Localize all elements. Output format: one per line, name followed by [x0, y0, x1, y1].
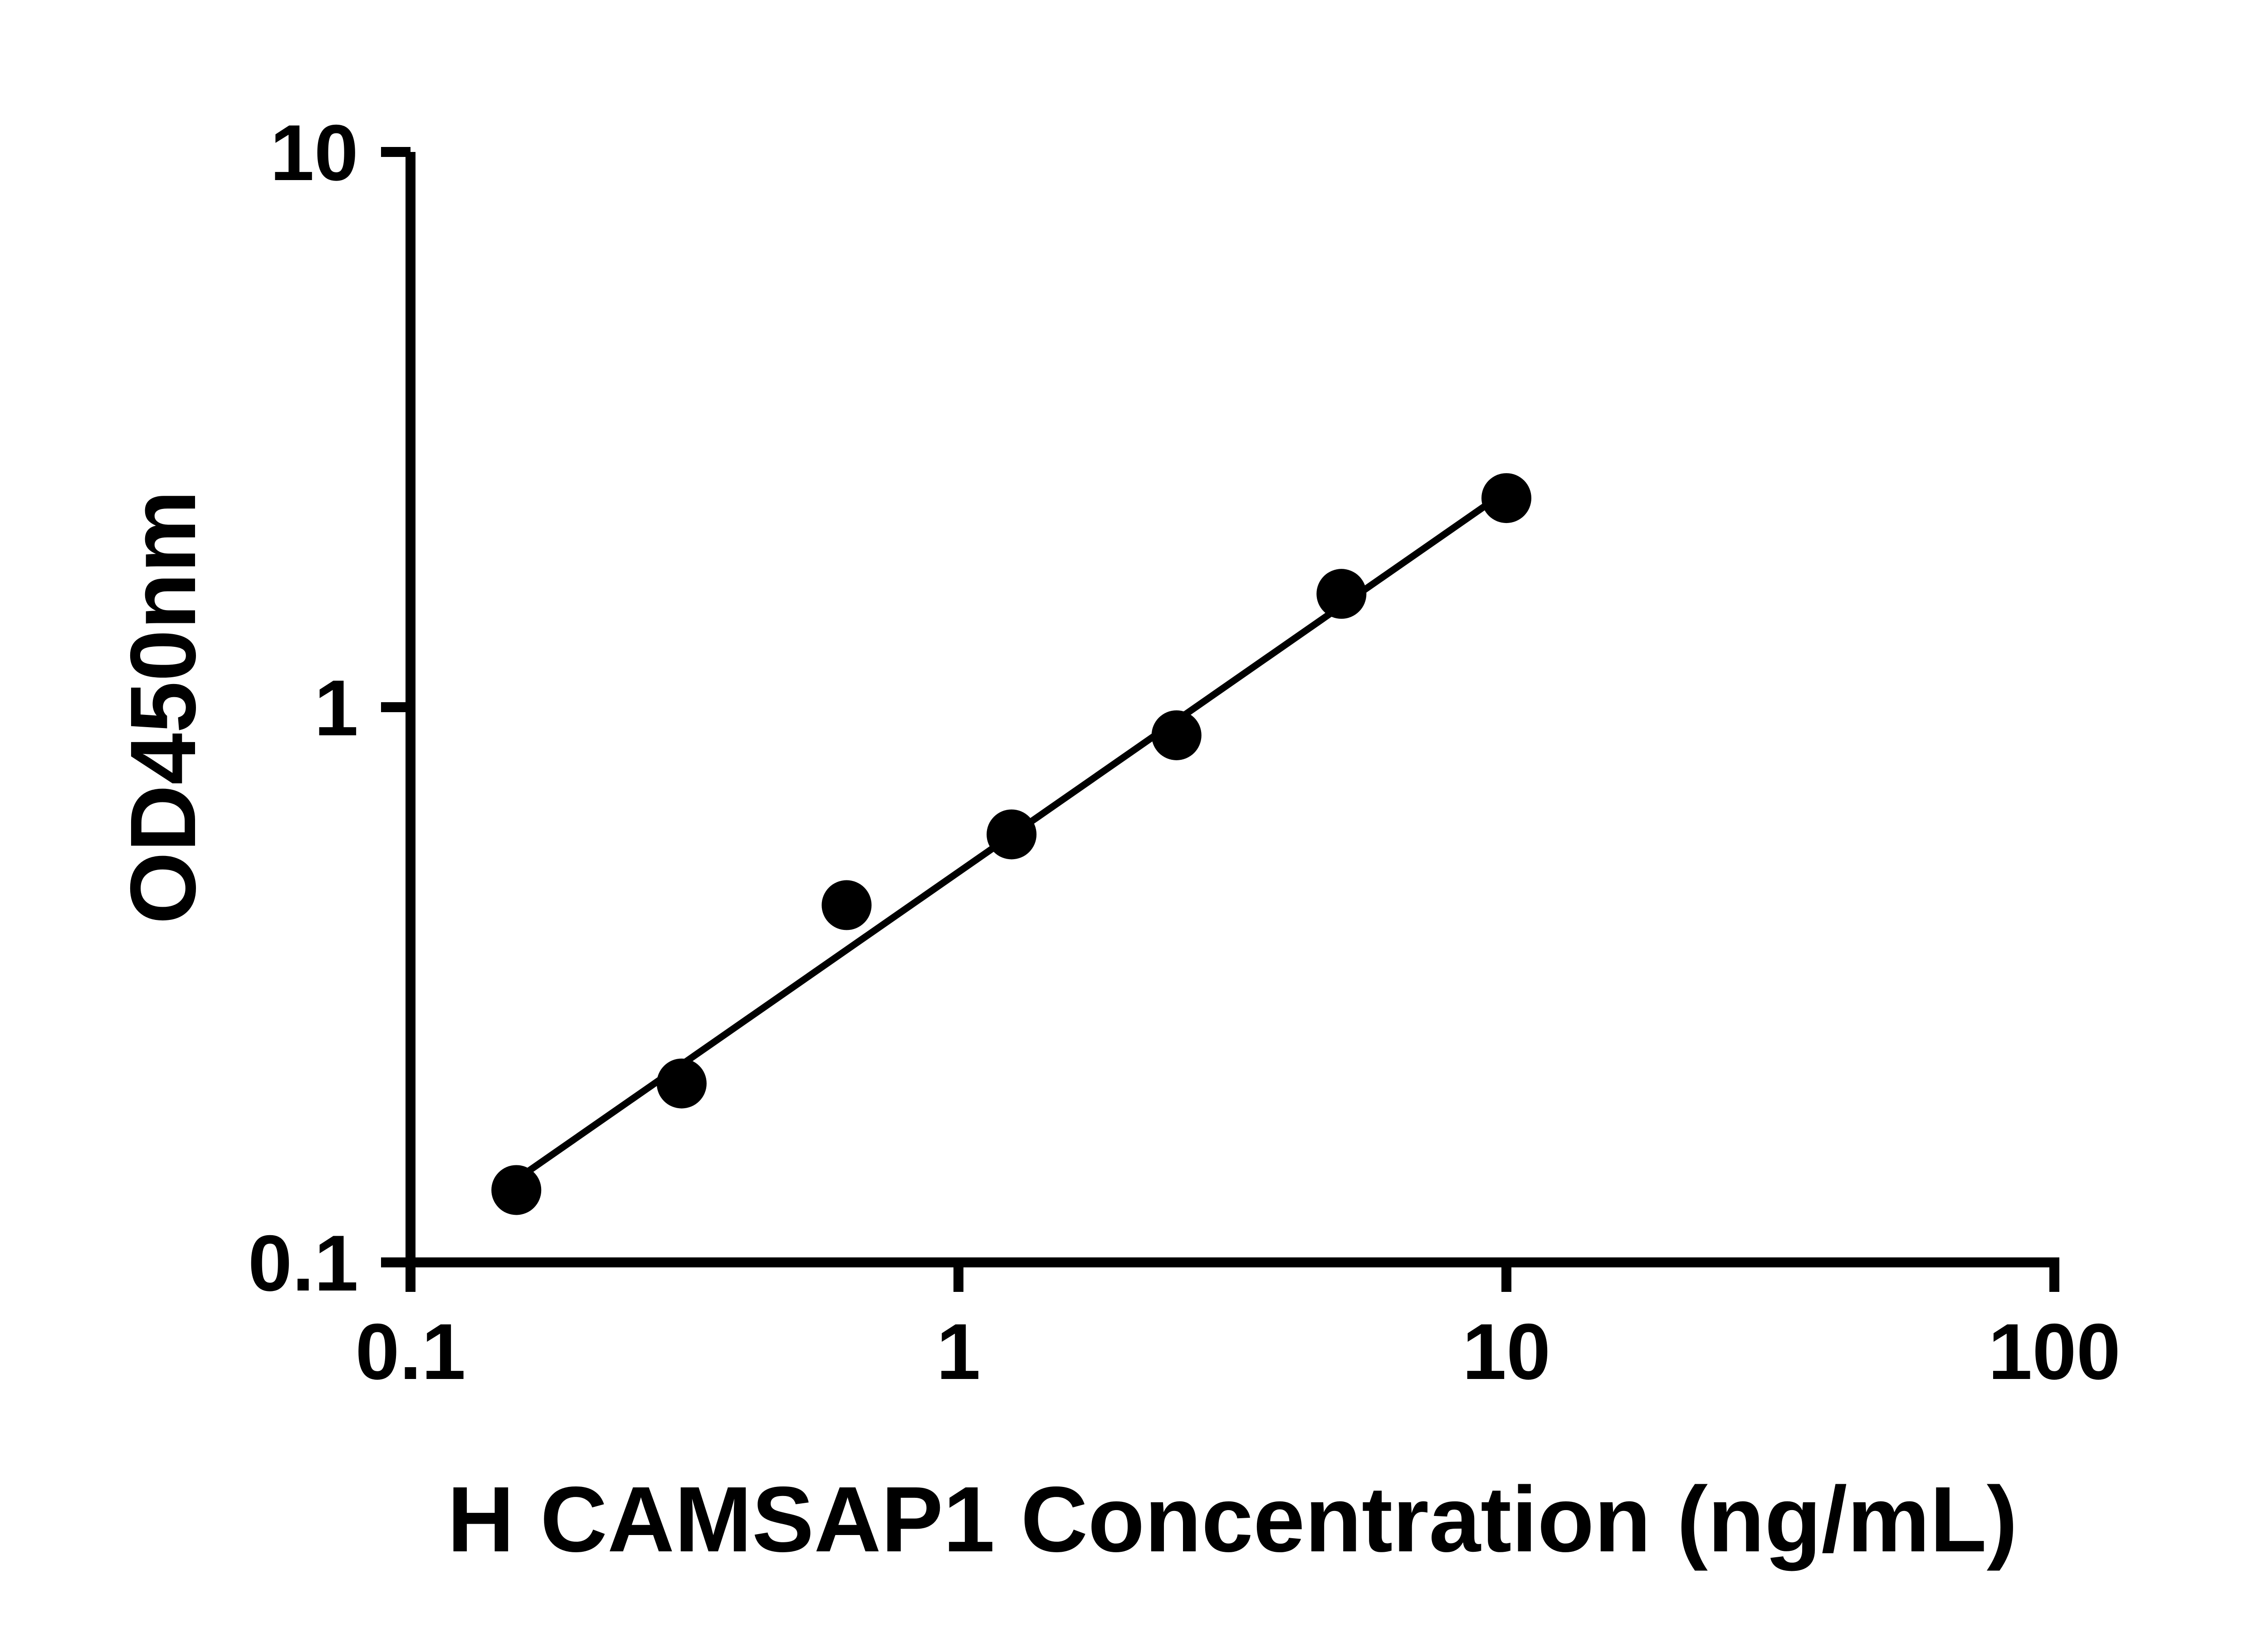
x-tick-label: 100	[1988, 1308, 2121, 1396]
y-tick-label: 0.1	[248, 1219, 358, 1308]
data-point	[491, 1165, 542, 1215]
data-point	[821, 880, 872, 930]
data-point	[987, 809, 1037, 860]
y-axis-title: OD450nm	[111, 490, 215, 924]
data-point	[656, 1058, 707, 1109]
data-point	[1481, 473, 1531, 523]
x-tick-label: 10	[1462, 1308, 1551, 1396]
x-tick-label: 1	[936, 1308, 980, 1396]
x-tick-label: 0.1	[355, 1308, 465, 1396]
y-tick-labels: 10 1 0.1	[248, 109, 358, 1308]
plot-layer	[491, 473, 1531, 1215]
x-tick-labels: 0.1 1 10 100	[355, 1308, 2121, 1396]
data-point	[1316, 569, 1367, 619]
y-tick-label: 1	[314, 664, 358, 753]
data-point	[1151, 710, 1202, 760]
y-tick-label: 10	[270, 109, 358, 197]
axes	[381, 147, 2059, 1292]
x-axis-title: H CAMSAP1 Concentration (ng/mL)	[447, 1467, 2018, 1571]
